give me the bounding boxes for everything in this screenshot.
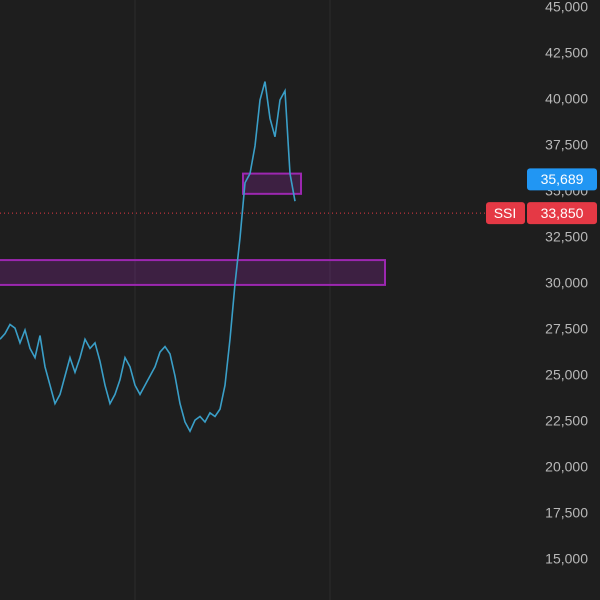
marker-tag: [527, 168, 597, 191]
y-tick-label: 25,000: [545, 367, 588, 383]
y-tick-label: 32,500: [545, 229, 588, 245]
marker-label: 33,850: [541, 205, 584, 221]
y-tick-label: 45,000: [545, 0, 588, 15]
y-tick-label: 40,000: [545, 91, 588, 107]
y-tick-label: 27,500: [545, 321, 588, 337]
price-line: [0, 81, 296, 433]
zone: [0, 259, 386, 286]
y-tick-label: 42,500: [545, 45, 588, 61]
y-tick-label: 12,500: [545, 597, 588, 600]
y-tick-label: 17,500: [545, 505, 588, 521]
marker-tag: [527, 202, 597, 225]
zone: [242, 172, 302, 195]
marker-name-tag: [486, 202, 525, 225]
y-tick-label: 15,000: [545, 551, 588, 567]
y-tick-label: 30,000: [545, 275, 588, 291]
marker-name: SSI: [494, 205, 517, 221]
marker-label: 35,689: [541, 171, 584, 187]
y-tick-label: 22,500: [545, 413, 588, 429]
y-tick-label: 20,000: [545, 459, 588, 475]
y-tick-label: 37,500: [545, 137, 588, 153]
